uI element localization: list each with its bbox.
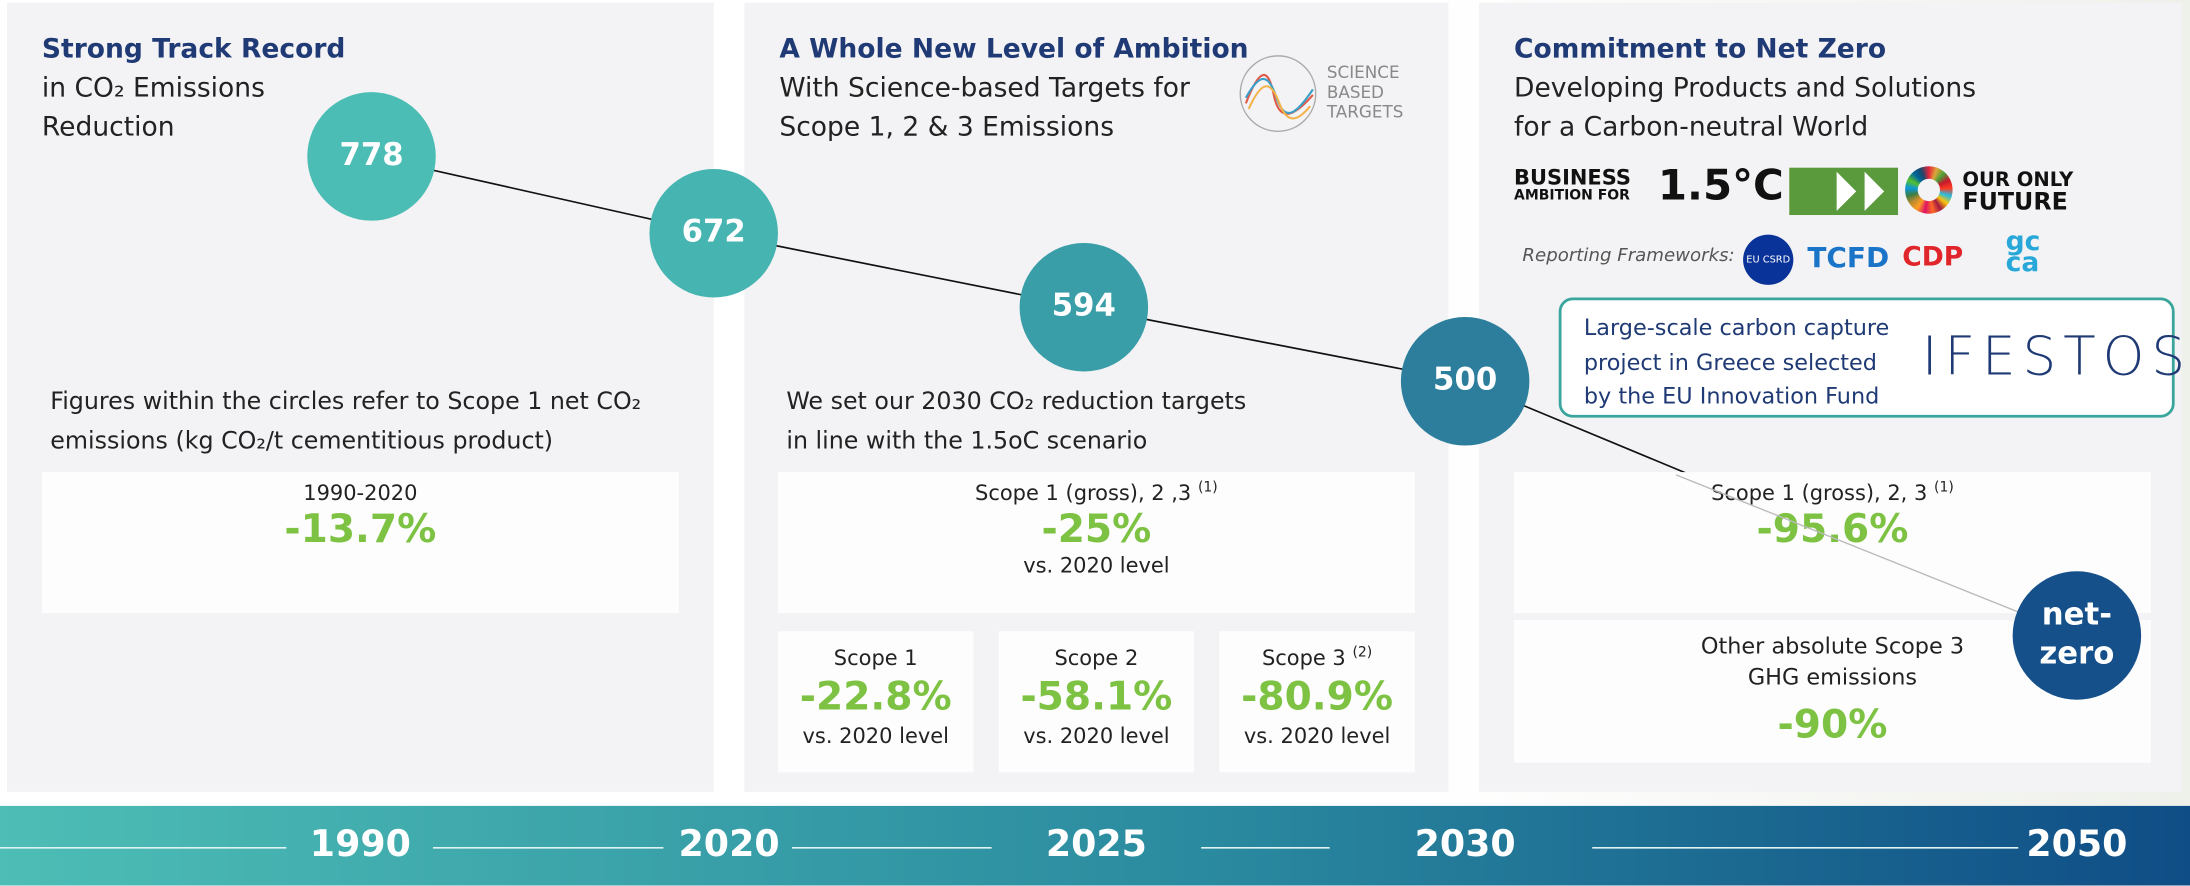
frameworks-label: Reporting Frameworks: [1522,245,1735,267]
stat-value: -90% [1777,701,1888,748]
subtitle-line: Reduction [41,111,175,143]
emission-circle: 500 [1400,317,1530,446]
stat-sub: vs. 2020 level [1023,723,1170,749]
badge-degree: 1.5°C [1657,162,1784,211]
footnote: (2) [1352,645,1373,661]
panel-title: Strong Track Record [41,33,346,65]
panel-subtitle: With Science-based Targets for Scope 1, 2… [779,68,1190,146]
stat-label: 1990-2020 [303,480,418,506]
badge-business: BUSINESS AMBITION FOR [1514,164,1631,207]
badge-line: FUTURE [1962,188,2068,217]
subtitle-line: With Science-based Targets for [779,72,1190,104]
panel-title: A Whole New Level of Ambition [779,33,1249,65]
panel-subtitle: in CO₂ Emissions Reduction [42,68,265,146]
callout-logo: IFESTOS [1921,325,2190,387]
timeline-year: 2050 [2026,824,2128,866]
stat-sub: vs. 2020 level [1023,553,1170,579]
badge-line: OUR ONLY [1962,169,2074,192]
stat-box: 1990-2020 -13.7% [41,472,679,614]
stat-value: -58.1% [1020,673,1173,720]
subtitle-line: for a Carbon-neutral World [1514,111,1869,143]
stat-box: Scope 1 (gross), 2 ,3 (1) -25% vs. 2020 … [777,472,1415,614]
stat-value: -95.6% [1756,505,1909,552]
framework-logo: CDP [1902,241,1964,273]
stat-value: -13.7% [284,505,437,552]
stat-value: -80.9% [1241,673,1394,720]
emission-circle: net-zero [2012,571,2142,700]
badge-line: BUSINESS [1514,164,1631,190]
stat-box: Scope 3 (2) -80.9% vs. 2020 level [1219,631,1415,773]
badge-line: AMBITION FOR [1514,188,1630,204]
emission-circle: 672 [649,169,778,298]
panel-subtitle: Developing Products and Solutions for a C… [1514,68,1976,146]
callout-text: Large-scale carbon capture project in Gr… [1583,314,1890,410]
stat-label: Scope 3 [1261,645,1346,671]
stat-label: Scope 2 [1054,645,1139,671]
timeline-year: 1990 [309,824,411,866]
footnote: (1) [1934,480,1954,496]
stat-sub: vs. 2020 level [802,723,949,749]
note: We set our 2030 CO₂ reduction targets in… [786,388,1247,456]
sbt-icon [1239,55,1317,132]
subtitle-line: Scope 1, 2 & 3 Emissions [779,111,1115,143]
subtitle-line: Developing Products and Solutions [1514,72,1977,104]
stat-label: Scope 1 [833,645,918,671]
logo-line: BASED [1326,82,1384,102]
badge-future: OUR ONLY FUTURE [1962,169,2073,214]
emission-circle: 778 [307,92,436,221]
footnote: (1) [1197,480,1218,496]
framework-logo: gcca [2005,226,2041,278]
timeline-year: 2020 [678,824,780,866]
subtitle-line: in CO₂ Emissions [41,72,265,104]
logo-line: SCIENCE [1326,62,1400,83]
stat-box: Scope 2 -58.1% vs. 2020 level [998,631,1195,773]
framework-logo: EU CSRD [1743,234,1794,285]
stat-label: Other absolute Scope 3 GHG emissions [1700,632,1965,690]
logo-line: TARGETS [1326,101,1404,122]
framework-logo: TCFD [1807,240,1890,274]
sbt-text: SCIENCE BASED TARGETS [1327,63,1404,122]
stat-value: -25% [1041,505,1152,552]
sdg-wheel [1905,166,1953,214]
stat-sub: vs. 2020 level [1243,723,1391,749]
stat-label: Scope 1 (gross), 2 ,3 [975,480,1192,506]
emission-circle: 594 [1019,243,1149,372]
panel-title: Commitment to Net Zero [1514,33,1887,65]
stat-box: Scope 1 -22.8% vs. 2020 level [777,631,974,773]
timeline-year: 2025 [1045,824,1147,866]
arrows-icon [1789,167,1899,216]
stat-label: Scope 1 (gross), 2, 3 [1711,480,1928,506]
stat-value: -22.8% [799,673,952,720]
timeline-year: 2030 [1414,824,1516,866]
note: Figures within the circles refer to Scop… [50,388,642,456]
timeline-bar [0,805,2190,886]
callout: Large-scale carbon capture project in Gr… [1558,297,2185,418]
